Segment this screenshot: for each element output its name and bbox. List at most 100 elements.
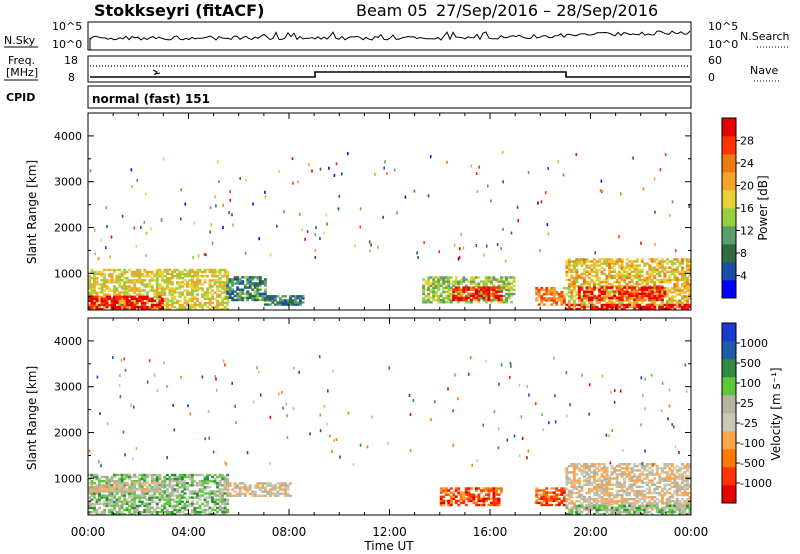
range-time-cell: [236, 492, 240, 495]
range-time-cell: [593, 266, 596, 269]
range-time-cell: [232, 223, 234, 227]
range-time-cell: [105, 504, 109, 508]
range-time-cell: [100, 272, 104, 276]
range-time-cell: [588, 467, 591, 470]
range-time-cell: [170, 275, 174, 278]
range-time-cell: [261, 282, 265, 285]
range-time-cell: [95, 488, 99, 491]
range-time-cell: [540, 301, 544, 304]
range-time-cell: [603, 502, 606, 505]
range-time-cell: [115, 512, 119, 516]
range-time-cell: [635, 258, 639, 261]
range-time-cell: [90, 506, 94, 510]
frequency-panel: Freq. [MHz] 18 8 60 0 Nave: [4, 54, 780, 84]
range-time-cell: [686, 483, 689, 486]
range-time-cell: [208, 291, 212, 294]
range-time-cell: [623, 504, 627, 508]
range-time-cell: [633, 475, 637, 478]
range-time-cell: [115, 500, 119, 503]
range-time-cell: [93, 482, 96, 485]
range-time-cell: [181, 293, 184, 296]
range-time-cell: [577, 496, 581, 499]
range-time-cell: [643, 498, 647, 501]
range-time-cell: [153, 291, 157, 294]
range-time-cell: [648, 307, 652, 311]
range-time-cell: [477, 296, 481, 300]
range-time-cell: [645, 278, 649, 282]
range-time-cell: [474, 292, 478, 295]
range-time-cell: [492, 278, 496, 281]
range-time-cell: [673, 485, 677, 489]
range-time-cell: [567, 512, 571, 516]
range-time-cell: [663, 303, 667, 307]
range-time-cell: [206, 482, 209, 485]
range-time-cell: [454, 276, 458, 279]
range-time-cell: [143, 305, 147, 309]
range-time-cell: [638, 504, 642, 508]
range-time-cell: [201, 490, 204, 493]
range-time-cell: [630, 477, 634, 480]
range-time-cell: [454, 373, 456, 377]
range-time-cell: [457, 503, 461, 507]
range-time-cell: [535, 291, 539, 294]
range-time-cell: [178, 303, 182, 307]
range-time-cell: [469, 276, 473, 279]
range-time-cell: [610, 296, 614, 300]
range-time-cell: [93, 289, 96, 292]
range-time-cell: [238, 296, 242, 300]
range-time-cell: [552, 295, 556, 298]
range-time-cell: [163, 281, 167, 284]
range-time-cell: [615, 483, 619, 486]
range-time-cell: [226, 301, 230, 305]
range-time-cell: [118, 305, 122, 309]
range-time-cell: [168, 510, 172, 514]
range-time-cell: [565, 487, 569, 491]
range-time-cell: [216, 275, 219, 278]
range-time-cell: [510, 286, 513, 289]
range-time-cell: [221, 510, 225, 514]
range-time-cell: [226, 307, 230, 311]
range-time-cell: [315, 226, 317, 230]
range-time-cell: [495, 499, 498, 503]
range-time-cell: [221, 488, 225, 491]
range-time-cell: [113, 299, 116, 303]
range-time-cell: [123, 277, 127, 280]
range-time-cell: [479, 499, 483, 503]
range-time-cell: [575, 506, 579, 510]
range-time-cell: [432, 290, 436, 294]
range-time-cell: [605, 493, 609, 497]
range-time-cell: [246, 286, 250, 289]
range-time-cell: [145, 307, 149, 311]
range-time-cell: [635, 485, 639, 489]
range-time-cell: [577, 296, 581, 300]
range-time-cell: [434, 282, 438, 285]
range-time-cell: [95, 502, 99, 505]
range-time-cell: [575, 270, 579, 273]
range-time-cell: [630, 301, 634, 304]
range-time-cell: [673, 504, 677, 508]
range-time-cell: [191, 490, 194, 493]
range-time-cell: [583, 500, 586, 503]
range-time-cell: [610, 262, 614, 265]
range-time-cell: [476, 189, 479, 193]
range-time-cell: [570, 307, 574, 311]
range-time-cell: [588, 475, 591, 478]
range-time-cell: [585, 294, 589, 298]
range-time-cell: [198, 275, 202, 278]
range-time-cell: [608, 500, 611, 503]
range-time-cell: [653, 506, 657, 510]
range-time-cell: [170, 287, 174, 290]
range-time-cell: [643, 307, 647, 311]
colorbar-segment: [722, 280, 736, 299]
range-time-cell: [223, 498, 227, 501]
range-time-cell: [261, 482, 265, 485]
range-time-cell: [158, 494, 162, 497]
range-time-cell: [660, 291, 664, 294]
range-time-cell: [615, 299, 619, 302]
range-time-cell: [462, 288, 466, 291]
range-time-cell: [148, 285, 152, 288]
range-time-cell: [688, 305, 692, 309]
range-time-cell: [95, 500, 99, 503]
range-time-cell: [590, 278, 594, 282]
range-time-cell: [603, 285, 606, 288]
